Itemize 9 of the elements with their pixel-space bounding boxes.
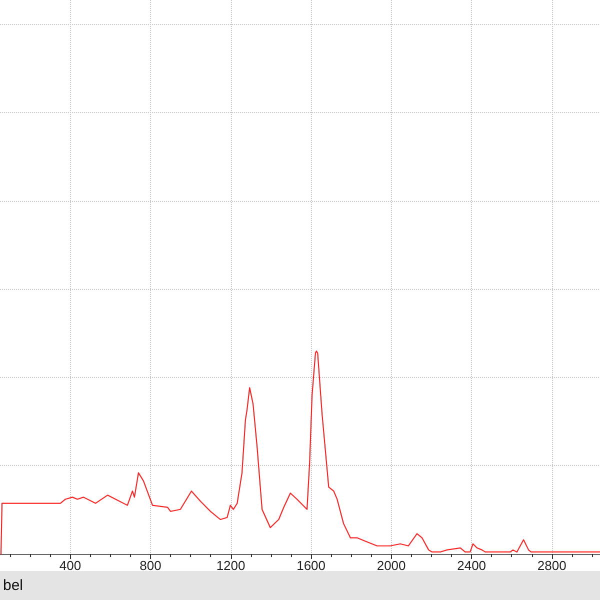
x-tick-label: 800 — [140, 558, 162, 573]
footer-panel: bel — [0, 571, 600, 600]
x-tick-label: 2000 — [376, 558, 406, 573]
x-tick-label: 2400 — [457, 558, 486, 573]
x-tick-label: 1600 — [296, 558, 326, 573]
x-tick-label: 2800 — [537, 558, 566, 573]
x-tick-label: 400 — [59, 558, 82, 573]
x-tick-label: 1200 — [216, 558, 246, 573]
x-axis-title: bel — [3, 576, 24, 596]
